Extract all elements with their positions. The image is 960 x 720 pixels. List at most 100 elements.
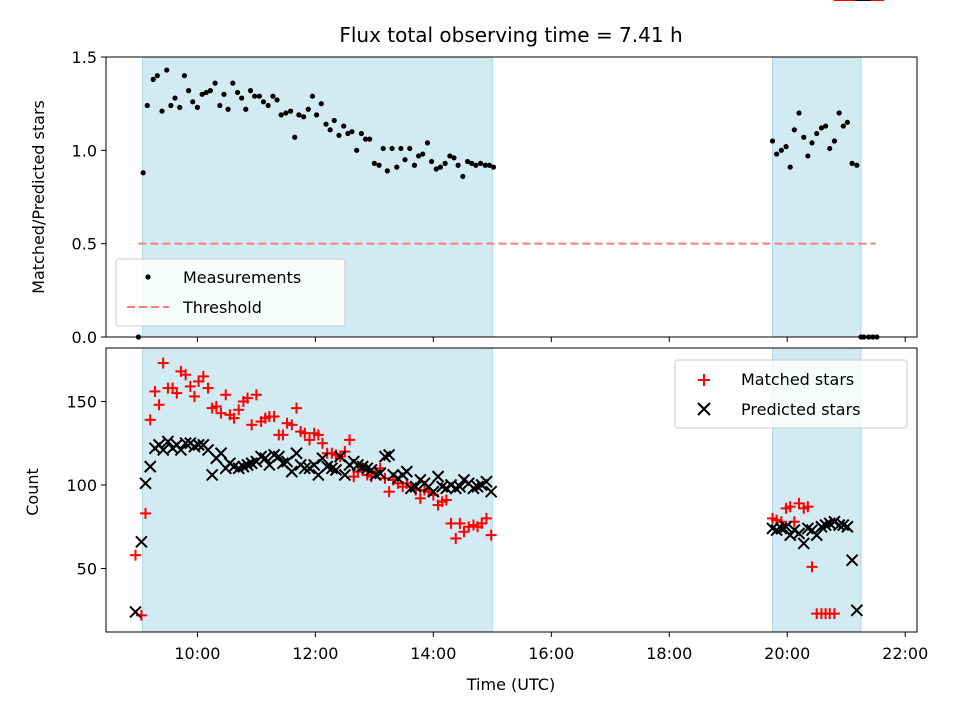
measurement-point bbox=[181, 73, 188, 79]
matched-star-point bbox=[144, 414, 156, 426]
measurement-point bbox=[451, 155, 457, 161]
measurement-point bbox=[380, 145, 386, 152]
measurement-point bbox=[331, 117, 337, 124]
legend-matched-label: Matched stars bbox=[741, 370, 854, 389]
matched-star-point bbox=[344, 434, 356, 446]
measurement-point bbox=[447, 153, 453, 159]
measurement-point bbox=[769, 138, 776, 144]
predicted-star-point bbox=[290, 447, 303, 460]
predicted-star-point bbox=[431, 470, 445, 483]
measurement-point bbox=[144, 102, 150, 109]
measurement-point bbox=[270, 93, 276, 99]
bottom-panel: 50 100 150 10:00 12:00 14:00 16:00 18:00 20:00 2… bbox=[23, 0, 928, 694]
matched-star-point bbox=[286, 419, 298, 431]
measurement-point bbox=[274, 97, 280, 103]
predicted-star-point bbox=[409, 480, 422, 493]
matched-star-point bbox=[157, 357, 169, 369]
predicted-star-point bbox=[316, 452, 329, 465]
predicted-star-point bbox=[237, 460, 250, 473]
matched-star-point bbox=[180, 369, 192, 381]
measurement-point bbox=[225, 106, 231, 112]
measurement-point bbox=[469, 160, 475, 166]
matched-star-point bbox=[202, 382, 214, 394]
top-legend: Measurements Threshold bbox=[115, 258, 346, 327]
measurement-point bbox=[376, 162, 382, 168]
predicted-star-point bbox=[850, 604, 864, 617]
measurement-point bbox=[836, 110, 842, 116]
measurement-point bbox=[313, 112, 320, 118]
predicted-star-point bbox=[797, 537, 810, 550]
matched-star-point bbox=[220, 389, 232, 401]
matched-star-point bbox=[440, 494, 452, 506]
predicted-star-point bbox=[192, 438, 205, 452]
xtick-label: 20:00 bbox=[764, 644, 810, 663]
predicted-star-point bbox=[819, 518, 832, 532]
predicted-star-point bbox=[815, 520, 828, 533]
predicted-star-point bbox=[810, 528, 823, 542]
measurement-point bbox=[367, 136, 373, 142]
xtick-label: 12:00 bbox=[292, 644, 338, 663]
matched-star-point bbox=[149, 385, 161, 397]
matched-star-point bbox=[480, 512, 492, 524]
measurement-point bbox=[371, 160, 377, 166]
measurement-point bbox=[336, 132, 342, 138]
bottom-y-axis-label: Count bbox=[23, 468, 42, 516]
predicted-star-point bbox=[382, 448, 396, 462]
measurement-point bbox=[424, 140, 431, 146]
predicted-star-point bbox=[779, 520, 793, 533]
measurement-point bbox=[354, 147, 360, 153]
predicted-star-point bbox=[241, 458, 254, 472]
measurement-point bbox=[796, 110, 802, 116]
matched-star-point bbox=[197, 370, 209, 382]
measurement-point bbox=[358, 130, 364, 137]
matched-star-point bbox=[802, 501, 814, 513]
matched-star-point bbox=[268, 410, 280, 422]
predicted-star-point bbox=[129, 605, 142, 619]
measurement-point bbox=[407, 145, 413, 152]
matched-star-point bbox=[450, 532, 462, 544]
measurement-point bbox=[230, 80, 236, 86]
measurement-point bbox=[243, 106, 249, 112]
measurement-point bbox=[234, 89, 241, 96]
measurement-point bbox=[199, 91, 205, 97]
matched-star-point bbox=[299, 427, 311, 439]
measurement-point bbox=[783, 144, 789, 150]
predicted-star-point bbox=[427, 485, 440, 498]
predicted-star-point bbox=[144, 460, 157, 473]
predicted-star-point bbox=[471, 480, 484, 493]
top-ytick-label: 0.0 bbox=[72, 328, 97, 347]
measurement-point bbox=[252, 93, 258, 99]
measurement-point bbox=[460, 173, 466, 180]
matched-star-point bbox=[140, 507, 152, 519]
matched-star-point bbox=[312, 429, 324, 441]
predicted-star-point bbox=[467, 482, 480, 495]
top-legend-box bbox=[115, 258, 346, 327]
measurement-point bbox=[300, 114, 307, 120]
matched-star-point bbox=[784, 501, 796, 513]
measurement-point bbox=[486, 162, 492, 168]
measurement-point bbox=[296, 112, 302, 118]
predicted-star-point bbox=[285, 465, 298, 478]
predicted-star-point bbox=[325, 462, 339, 475]
measurement-point bbox=[278, 112, 284, 118]
predicted-star-point bbox=[374, 467, 387, 480]
predicted-star-point bbox=[338, 468, 352, 482]
predicted-star-point bbox=[157, 443, 170, 457]
measurement-point bbox=[822, 123, 829, 129]
legend-measurements-marker bbox=[145, 274, 151, 280]
predicted-star-point bbox=[480, 475, 493, 488]
matched-star-point bbox=[153, 399, 165, 411]
observing-window-1 bbox=[771, 56, 862, 338]
predicted-star-point bbox=[307, 458, 321, 472]
measurement-point bbox=[844, 119, 851, 125]
predicted-star-point bbox=[792, 527, 806, 540]
predicted-star-point bbox=[179, 437, 192, 450]
matched-star-point bbox=[476, 517, 488, 529]
predicted-star-point bbox=[135, 535, 148, 548]
matched-star-point bbox=[414, 492, 426, 504]
matched-star-point bbox=[454, 517, 466, 529]
measurement-point bbox=[809, 140, 815, 146]
measurement-point bbox=[247, 88, 254, 94]
measurement-point bbox=[292, 134, 298, 140]
